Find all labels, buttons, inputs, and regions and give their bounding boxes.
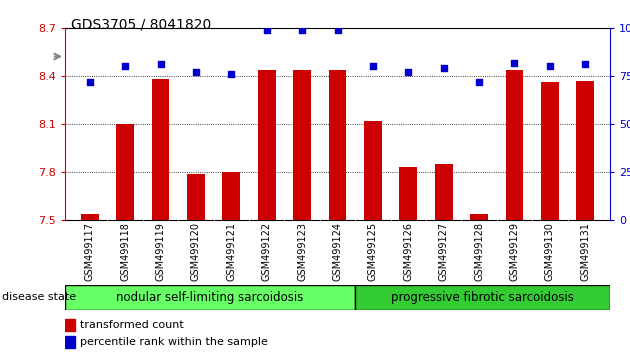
Bar [364,121,382,220]
Bar [506,70,524,220]
Text: GSM499124: GSM499124 [333,222,343,281]
Text: GSM499127: GSM499127 [438,222,449,281]
Text: nodular self-limiting sarcoidosis: nodular self-limiting sarcoidosis [117,291,304,304]
Bar [435,164,452,220]
Text: GSM499128: GSM499128 [474,222,484,281]
Text: GSM499119: GSM499119 [156,222,166,281]
Bar [187,173,205,220]
Point [191,69,201,75]
Bar [222,172,240,220]
Text: GSM499118: GSM499118 [120,222,130,281]
Bar [576,81,594,220]
Point [368,64,378,69]
Text: GSM499117: GSM499117 [85,222,94,281]
Text: disease state: disease state [2,292,76,303]
Bar [152,79,169,220]
Bar [399,167,417,220]
Text: GSM499131: GSM499131 [580,222,590,281]
Bar [65,319,75,331]
Text: GSM499122: GSM499122 [261,222,272,281]
Bar [293,70,311,220]
Text: GSM499126: GSM499126 [403,222,413,281]
Text: GSM499125: GSM499125 [368,222,378,281]
Bar [355,285,610,310]
Point [84,79,94,85]
Point [545,64,555,69]
Bar [541,82,559,220]
Bar [81,213,99,220]
Point [474,79,484,85]
Bar [65,285,355,310]
Bar [65,336,75,348]
Text: GSM499129: GSM499129 [510,222,520,281]
Text: percentile rank within the sample: percentile rank within the sample [80,337,268,347]
Point [156,62,166,67]
Bar [470,213,488,220]
Text: GSM499120: GSM499120 [191,222,201,281]
Point [510,60,520,65]
Point [580,62,590,67]
Bar [258,70,275,220]
Text: transformed count: transformed count [80,320,183,330]
Text: progressive fibrotic sarcoidosis: progressive fibrotic sarcoidosis [391,291,574,304]
Text: GSM499123: GSM499123 [297,222,307,281]
Point [297,27,307,33]
Point [403,69,413,75]
Text: GSM499130: GSM499130 [545,222,555,281]
Point [438,65,449,71]
Text: GSM499121: GSM499121 [226,222,236,281]
Bar [117,124,134,220]
Point [261,27,272,33]
Point [120,64,130,69]
Bar [329,70,346,220]
Point [333,27,343,33]
Text: GDS3705 / 8041820: GDS3705 / 8041820 [71,18,212,32]
Point [226,71,236,77]
